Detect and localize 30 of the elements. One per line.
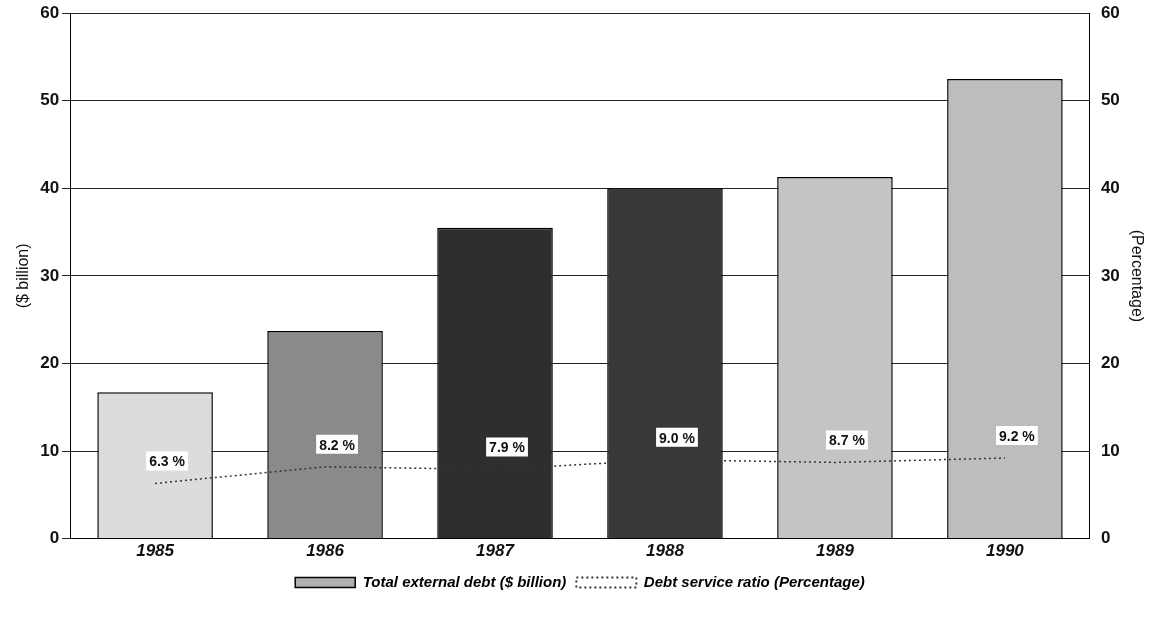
- y-tick-label: 20: [40, 353, 60, 373]
- y2-tick-label: 30: [1100, 265, 1120, 285]
- legend-label: Total external debt ($ billion): [362, 572, 567, 590]
- y2-tick-label: 40: [1100, 178, 1120, 198]
- data-label: 8.7 %: [829, 432, 866, 449]
- x-tick-label: 1989: [816, 541, 855, 561]
- legend-label: Debt service ratio (Percentage): [643, 572, 865, 590]
- y-tick-label: 10: [40, 440, 60, 460]
- y2-axis-title: (Percentage): [1128, 229, 1146, 323]
- y2-tick-label: 50: [1100, 90, 1120, 110]
- y-tick-label: 0: [49, 528, 60, 548]
- data-label: 9.0 %: [659, 429, 696, 446]
- x-tick-label: 1987: [476, 541, 516, 561]
- y2-tick-label: 20: [1100, 353, 1120, 373]
- data-label: 6.3 %: [149, 453, 186, 470]
- x-tick-label: 1990: [985, 541, 1025, 561]
- y-tick-label: 30: [40, 265, 60, 285]
- data-label: 8.2 %: [319, 436, 356, 453]
- y-tick-label: 40: [40, 178, 60, 198]
- y2-tick-label: 60: [1100, 2, 1120, 22]
- data-label: 7.9 %: [489, 439, 526, 456]
- y-tick-label: 60: [40, 2, 60, 22]
- y-tick-label: 50: [40, 90, 60, 110]
- y2-tick-label: 0: [1100, 528, 1111, 548]
- x-tick-label: 1986: [306, 541, 345, 561]
- data-label: 9.2 %: [999, 427, 1036, 444]
- y-axis-title: ($ billion): [14, 243, 32, 309]
- x-tick-label: 1985: [136, 541, 175, 561]
- x-tick-label: 1988: [646, 541, 685, 561]
- y2-tick-label: 10: [1100, 440, 1120, 460]
